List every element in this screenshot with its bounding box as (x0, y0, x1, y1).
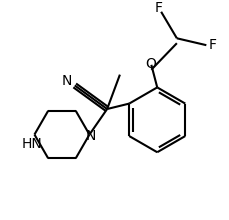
Text: N: N (62, 73, 72, 88)
Text: F: F (154, 1, 162, 15)
Text: O: O (145, 57, 156, 71)
Text: HN: HN (22, 138, 43, 152)
Text: F: F (208, 38, 216, 52)
Text: N: N (85, 128, 96, 143)
